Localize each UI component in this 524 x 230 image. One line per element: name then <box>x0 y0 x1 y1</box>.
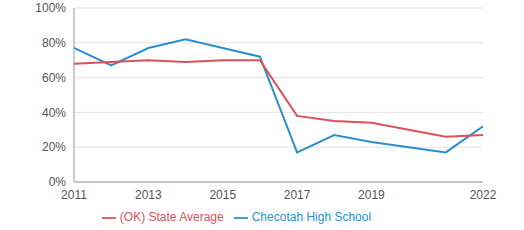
html-text:(OK) State Average: (OK) State Average <box>119 210 224 224</box>
svg-text:60%: 60% <box>42 71 66 85</box>
svg-text:20%: 20% <box>42 140 66 154</box>
svg-text:2015: 2015 <box>209 188 236 202</box>
svg-text:0%: 0% <box>49 175 67 189</box>
svg-text:2022: 2022 <box>470 188 497 202</box>
svg-text:2019: 2019 <box>358 188 385 202</box>
svg-text:2013: 2013 <box>135 188 162 202</box>
svg-text:100%: 100% <box>35 1 66 15</box>
svg-text:2017: 2017 <box>284 188 311 202</box>
html-text:Checotah High School: Checotah High School <box>251 210 372 224</box>
svg-text:40%: 40% <box>42 106 66 120</box>
svg-text:2011: 2011 <box>61 188 87 202</box>
svg-text:80%: 80% <box>42 36 66 50</box>
